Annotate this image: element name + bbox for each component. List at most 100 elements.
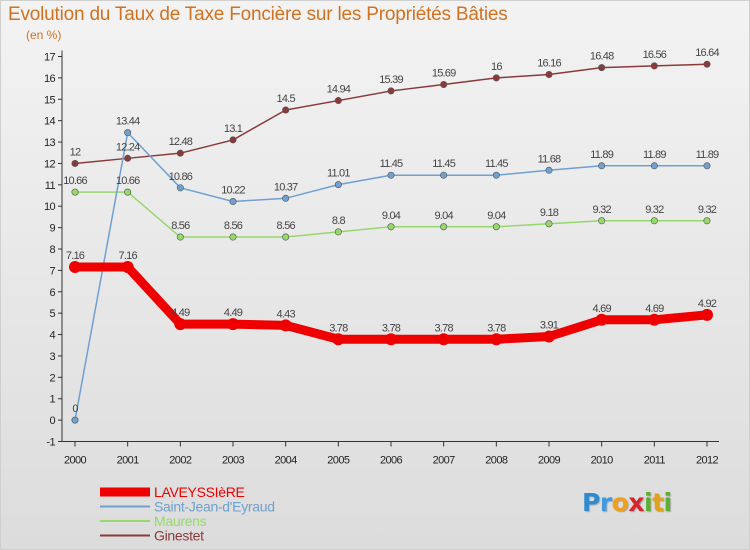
legend-label: Maurens [154, 513, 207, 529]
data-label: 3.78 [329, 322, 348, 334]
data-point [440, 81, 448, 89]
data-label: 4.92 [698, 298, 717, 310]
data-label: 0 [72, 403, 78, 415]
data-point [490, 333, 503, 346]
data-label: 3.91 [540, 319, 559, 331]
y-tick-label: 4 [49, 330, 55, 342]
data-point [387, 223, 395, 231]
data-point [545, 166, 553, 174]
logo-letter: o [611, 488, 629, 517]
y-tick-label: 11 [45, 180, 56, 192]
data-point [174, 318, 187, 331]
data-point [492, 223, 500, 231]
y-tick-label: 17 [44, 52, 56, 64]
y-tick-label: 13 [44, 137, 56, 149]
logo-letter: P [582, 488, 600, 517]
series-1 [71, 129, 711, 424]
series-2 [71, 188, 711, 241]
data-point [440, 171, 448, 179]
data-label: 14.94 [327, 84, 351, 96]
data-label: 4.69 [593, 303, 612, 315]
data-point [385, 333, 397, 346]
data-point [598, 217, 606, 225]
data-point [282, 233, 290, 241]
data-point [648, 313, 661, 326]
y-tick-label: 2 [49, 372, 55, 384]
data-label: 9.32 [593, 204, 612, 216]
data-point [229, 198, 237, 206]
data-point [545, 220, 553, 228]
data-label: 9.04 [382, 210, 401, 222]
x-tick-label: 2004 [275, 455, 298, 467]
data-point [282, 194, 290, 202]
data-label: 11.45 [485, 158, 508, 170]
data-point [701, 308, 713, 321]
data-label: 16.56 [643, 49, 667, 61]
data-point [543, 330, 555, 343]
data-point [176, 149, 184, 157]
data-point [545, 70, 553, 78]
data-point [71, 416, 79, 424]
data-label: 11.89 [590, 149, 613, 161]
y-tick-label: 12 [44, 158, 56, 170]
data-label: 11.45 [380, 158, 403, 170]
data-label: 12.24 [116, 141, 140, 153]
data-label: 9.32 [698, 204, 717, 216]
data-label: 9.18 [540, 207, 559, 219]
data-point [121, 260, 134, 273]
data-point [176, 184, 184, 192]
y-tick-label: 6 [49, 287, 55, 299]
data-label: 10.37 [274, 181, 298, 193]
data-label: 16.16 [537, 57, 561, 69]
data-label: 9.32 [645, 204, 664, 216]
data-point [71, 188, 79, 196]
data-label: 10.86 [169, 171, 193, 183]
y-tick-label: 10 [44, 201, 56, 213]
x-tick-label: 2008 [485, 455, 508, 467]
x-tick-label: 2000 [64, 455, 87, 467]
data-point [387, 87, 395, 95]
legend-label: Saint-Jean-d'Eyraud [154, 499, 275, 515]
data-label: 10.66 [116, 175, 140, 187]
data-label: 8.56 [224, 220, 243, 232]
data-point [650, 162, 658, 170]
y-tick-label: 7 [49, 265, 55, 277]
logo-letter: x [628, 488, 644, 517]
y-tick-label: 5 [49, 308, 55, 320]
data-point [334, 228, 342, 236]
data-label: 11.89 [696, 149, 719, 161]
x-tick-label: 2012 [696, 455, 719, 467]
logo-letter: t [652, 488, 664, 517]
x-tick-label: 2006 [380, 455, 403, 467]
data-point [703, 217, 711, 225]
y-tick-label: 3 [49, 351, 55, 363]
logo-letter: i [644, 488, 653, 517]
data-label: 8.8 [332, 215, 346, 227]
data-label: 12 [70, 146, 81, 158]
x-tick-label: 2005 [327, 455, 350, 467]
data-point [334, 181, 342, 189]
data-label: 9.04 [487, 210, 506, 222]
data-point [71, 159, 79, 167]
data-point [598, 64, 606, 72]
data-label: 13.1 [224, 123, 243, 135]
data-point [440, 223, 448, 231]
data-label: 3.78 [382, 322, 401, 334]
data-label: 10.22 [221, 185, 245, 197]
data-label: 13.44 [116, 116, 140, 128]
y-tick-label: 14 [44, 116, 56, 128]
data-point [124, 154, 132, 162]
y-tick-label: -1 [46, 437, 55, 449]
data-point [703, 60, 711, 68]
y-tick-label: 9 [49, 223, 55, 235]
data-label: 11.89 [643, 149, 666, 161]
data-label: 11.45 [432, 158, 455, 170]
x-tick-label: 2011 [644, 455, 666, 467]
chart-title: Evolution du Taux de Taxe Foncière sur l… [8, 4, 508, 25]
data-label: 3.78 [487, 322, 506, 334]
y-tick-label: 0 [49, 415, 55, 427]
data-point [387, 171, 395, 179]
data-point [703, 162, 711, 170]
data-label: 7.16 [119, 250, 138, 262]
